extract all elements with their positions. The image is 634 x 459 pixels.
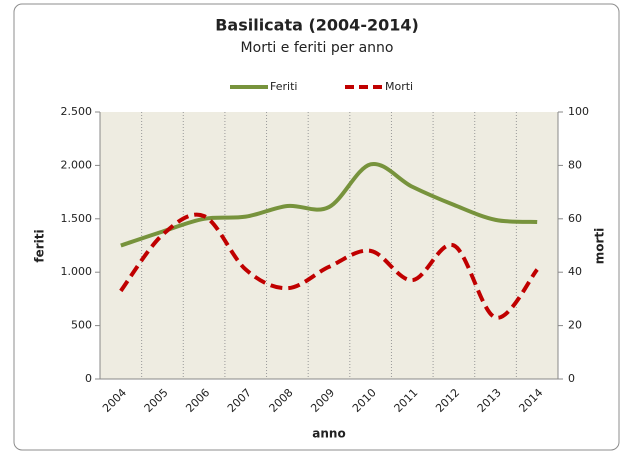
- y2-tick-label: 100: [568, 105, 589, 118]
- series-line: [120, 162, 538, 248]
- y2-tick-label: 0: [568, 372, 575, 385]
- y-tick-label: 1.000: [61, 265, 93, 278]
- y2-tick-label: 40: [568, 265, 582, 278]
- y2-tick-label: 60: [568, 212, 582, 225]
- y-tick-label: 1.500: [61, 212, 93, 225]
- series-line: [119, 212, 539, 320]
- y2-tick-label: 20: [568, 319, 582, 332]
- y-axis-label: feriti: [33, 229, 47, 262]
- y-tick-label: 2.500: [61, 105, 93, 118]
- y-tick-label: 0: [85, 372, 92, 385]
- legend-label: Feriti: [270, 80, 297, 93]
- legend-label: Morti: [385, 80, 413, 93]
- y2-axis-label: morti: [593, 228, 607, 265]
- x-axis-label: anno: [312, 427, 345, 441]
- chart-subtitle: Morti e feriti per anno: [241, 40, 394, 56]
- y-tick-label: 2.000: [61, 158, 93, 171]
- chart-title: Basilicata (2004-2014): [215, 16, 419, 35]
- y-tick-label: 500: [71, 319, 92, 332]
- plot-area: [100, 112, 558, 379]
- y2-tick-label: 80: [568, 158, 582, 171]
